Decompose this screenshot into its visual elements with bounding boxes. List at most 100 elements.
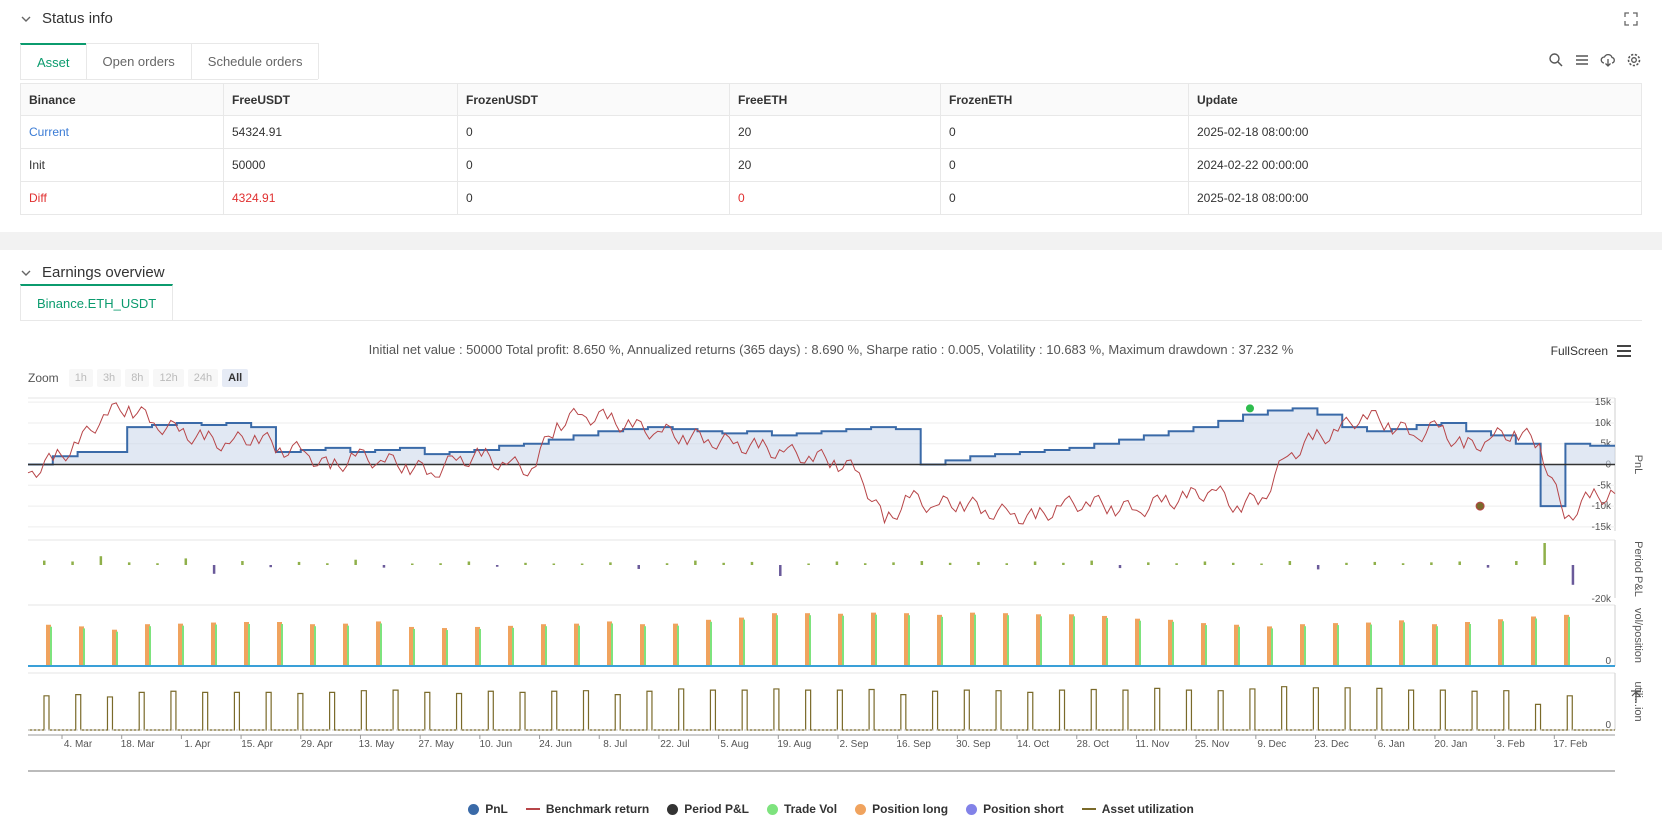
period-pnl-bar bbox=[1260, 563, 1263, 565]
period-pnl-bar bbox=[977, 561, 980, 565]
table-cell: 0 bbox=[729, 181, 941, 215]
pnl-tick-label: 5k bbox=[1600, 439, 1612, 450]
period-pnl-bar bbox=[1118, 565, 1122, 569]
legend-label: Position long bbox=[872, 802, 949, 816]
tab-binance-eth-usdt[interactable]: Binance.ETH_USDT bbox=[20, 284, 174, 320]
period-pnl-bar bbox=[1288, 561, 1292, 565]
benchmark-line bbox=[27, 402, 1616, 525]
trade-vol-bar bbox=[809, 615, 811, 666]
tab-schedule-orders[interactable]: Schedule orders bbox=[190, 43, 320, 79]
vol-tick-label: 0 bbox=[1605, 656, 1611, 667]
x-tick-label: 19. Aug bbox=[777, 739, 811, 750]
sell-marker bbox=[1475, 501, 1485, 511]
period-pnl-bar bbox=[779, 565, 782, 576]
position-long-bar bbox=[706, 619, 711, 666]
x-tick-label: 17. Feb bbox=[1553, 739, 1587, 750]
legend-swatch bbox=[525, 808, 540, 810]
status-header[interactable]: Status info bbox=[20, 10, 113, 27]
position-long-bar bbox=[1201, 623, 1206, 666]
trade-vol-bar bbox=[182, 625, 184, 666]
pnl-tick-label: 10k bbox=[1595, 418, 1612, 429]
x-tick-label: 30. Sep bbox=[956, 739, 991, 750]
position-long-bar bbox=[937, 614, 942, 666]
position-long-bar bbox=[871, 612, 876, 666]
row-label-init: Init bbox=[20, 148, 224, 182]
util-axis-label: utili...ion bbox=[1632, 681, 1644, 721]
table-row: Current 54324.91 0 20 0 2025-02-18 08:00… bbox=[20, 115, 1642, 149]
period-pnl-bar bbox=[1231, 562, 1235, 565]
position-long-bar bbox=[607, 621, 612, 666]
x-tick-label: 22. Jul bbox=[660, 739, 689, 750]
trade-vol-bar bbox=[83, 628, 85, 666]
zoom-24h-button[interactable]: 24h bbox=[187, 369, 219, 387]
trade-vol-bar bbox=[1469, 624, 1471, 666]
trade-vol-bar bbox=[545, 626, 547, 666]
position-long-bar bbox=[1531, 616, 1536, 666]
search-icon[interactable] bbox=[1548, 52, 1564, 68]
earnings-header[interactable]: Earnings overview bbox=[20, 264, 165, 281]
position-long-bar bbox=[640, 624, 645, 666]
zoom-3h-button[interactable]: 3h bbox=[96, 369, 122, 387]
period-pnl-bar bbox=[920, 561, 924, 565]
period-axis-label: Period P&L bbox=[1632, 541, 1644, 597]
menu-icon[interactable] bbox=[1616, 344, 1632, 358]
x-tick-label: 28. Oct bbox=[1077, 739, 1109, 750]
trade-vol-bar bbox=[644, 626, 646, 666]
tab-open-orders[interactable]: Open orders bbox=[85, 43, 192, 79]
position-long-bar bbox=[673, 623, 678, 666]
x-tick-label: 29. Apr bbox=[301, 739, 333, 750]
period-pnl-bar bbox=[467, 561, 471, 565]
position-long-bar bbox=[178, 623, 183, 666]
zoom-1h-button[interactable]: 1h bbox=[68, 369, 93, 387]
pnl-area bbox=[28, 408, 1615, 507]
chevron-down-icon[interactable] bbox=[20, 13, 32, 25]
trade-vol-bar bbox=[776, 615, 778, 666]
legend-item[interactable]: Position long bbox=[855, 802, 948, 816]
pnl-tick-label: -10k bbox=[1592, 501, 1612, 512]
trade-vol-bar bbox=[50, 626, 52, 666]
legend-label: Asset utilization bbox=[1101, 802, 1194, 816]
list-icon[interactable] bbox=[1574, 52, 1590, 68]
x-tick-label: 13. May bbox=[359, 739, 395, 750]
trade-vol-bar bbox=[248, 624, 250, 666]
position-long-bar bbox=[1564, 614, 1569, 666]
trade-vol-bar bbox=[116, 631, 118, 666]
util-tick-label: 0 bbox=[1605, 720, 1611, 731]
trade-vol-bar bbox=[1139, 620, 1141, 666]
legend-item[interactable]: Benchmark return bbox=[525, 802, 649, 816]
pnl-tick-label: -15k bbox=[1592, 522, 1612, 533]
legend-item[interactable]: Position short bbox=[966, 802, 1064, 816]
reset-zoom-icon[interactable] bbox=[1631, 690, 1641, 703]
fullscreen-control[interactable]: FullScreen bbox=[1551, 344, 1632, 358]
tab-asset[interactable]: Asset bbox=[20, 43, 87, 79]
position-long-bar bbox=[442, 628, 447, 666]
expand-icon[interactable] bbox=[1624, 12, 1638, 26]
trade-vol-bar bbox=[908, 615, 910, 666]
chevron-down-icon[interactable] bbox=[20, 267, 32, 279]
fullscreen-label[interactable]: FullScreen bbox=[1550, 344, 1608, 358]
legend-item[interactable]: Trade Vol bbox=[766, 802, 837, 816]
trade-vol-bar bbox=[875, 614, 877, 666]
period-pnl-bar bbox=[1175, 563, 1178, 565]
trade-vol-bar bbox=[479, 628, 481, 666]
earnings-chart[interactable]: 15k 10k 5k 0 -5k -10k -15k PnL -20k Period P&L 0 vo… bbox=[0, 390, 1662, 800]
row-label-current[interactable]: Current bbox=[20, 115, 224, 149]
period-pnl-bar bbox=[269, 565, 272, 568]
position-long-bar bbox=[1432, 624, 1437, 666]
table-cell: 2024-02-22 00:00:00 bbox=[1188, 148, 1642, 182]
x-tick-label: 1. Apr bbox=[184, 739, 211, 750]
cloud-download-icon[interactable] bbox=[1600, 52, 1616, 68]
period-pnl-bar bbox=[495, 565, 499, 567]
period-pnl-bar bbox=[184, 558, 188, 565]
legend-item[interactable]: Asset utilization bbox=[1081, 802, 1194, 816]
zoom-all-button[interactable]: All bbox=[222, 369, 249, 387]
zoom-label: Zoom bbox=[28, 371, 59, 385]
trade-vol-bar bbox=[1436, 626, 1438, 666]
zoom-12h-button[interactable]: 12h bbox=[153, 369, 184, 387]
legend-item[interactable]: PnL bbox=[468, 802, 508, 816]
gear-icon[interactable] bbox=[1626, 52, 1642, 68]
zoom-8h-button[interactable]: 8h bbox=[125, 369, 150, 387]
period-pnl-bar bbox=[948, 562, 952, 565]
legend-item[interactable]: Period P&L bbox=[667, 802, 749, 816]
period-pnl-bar bbox=[99, 556, 103, 565]
